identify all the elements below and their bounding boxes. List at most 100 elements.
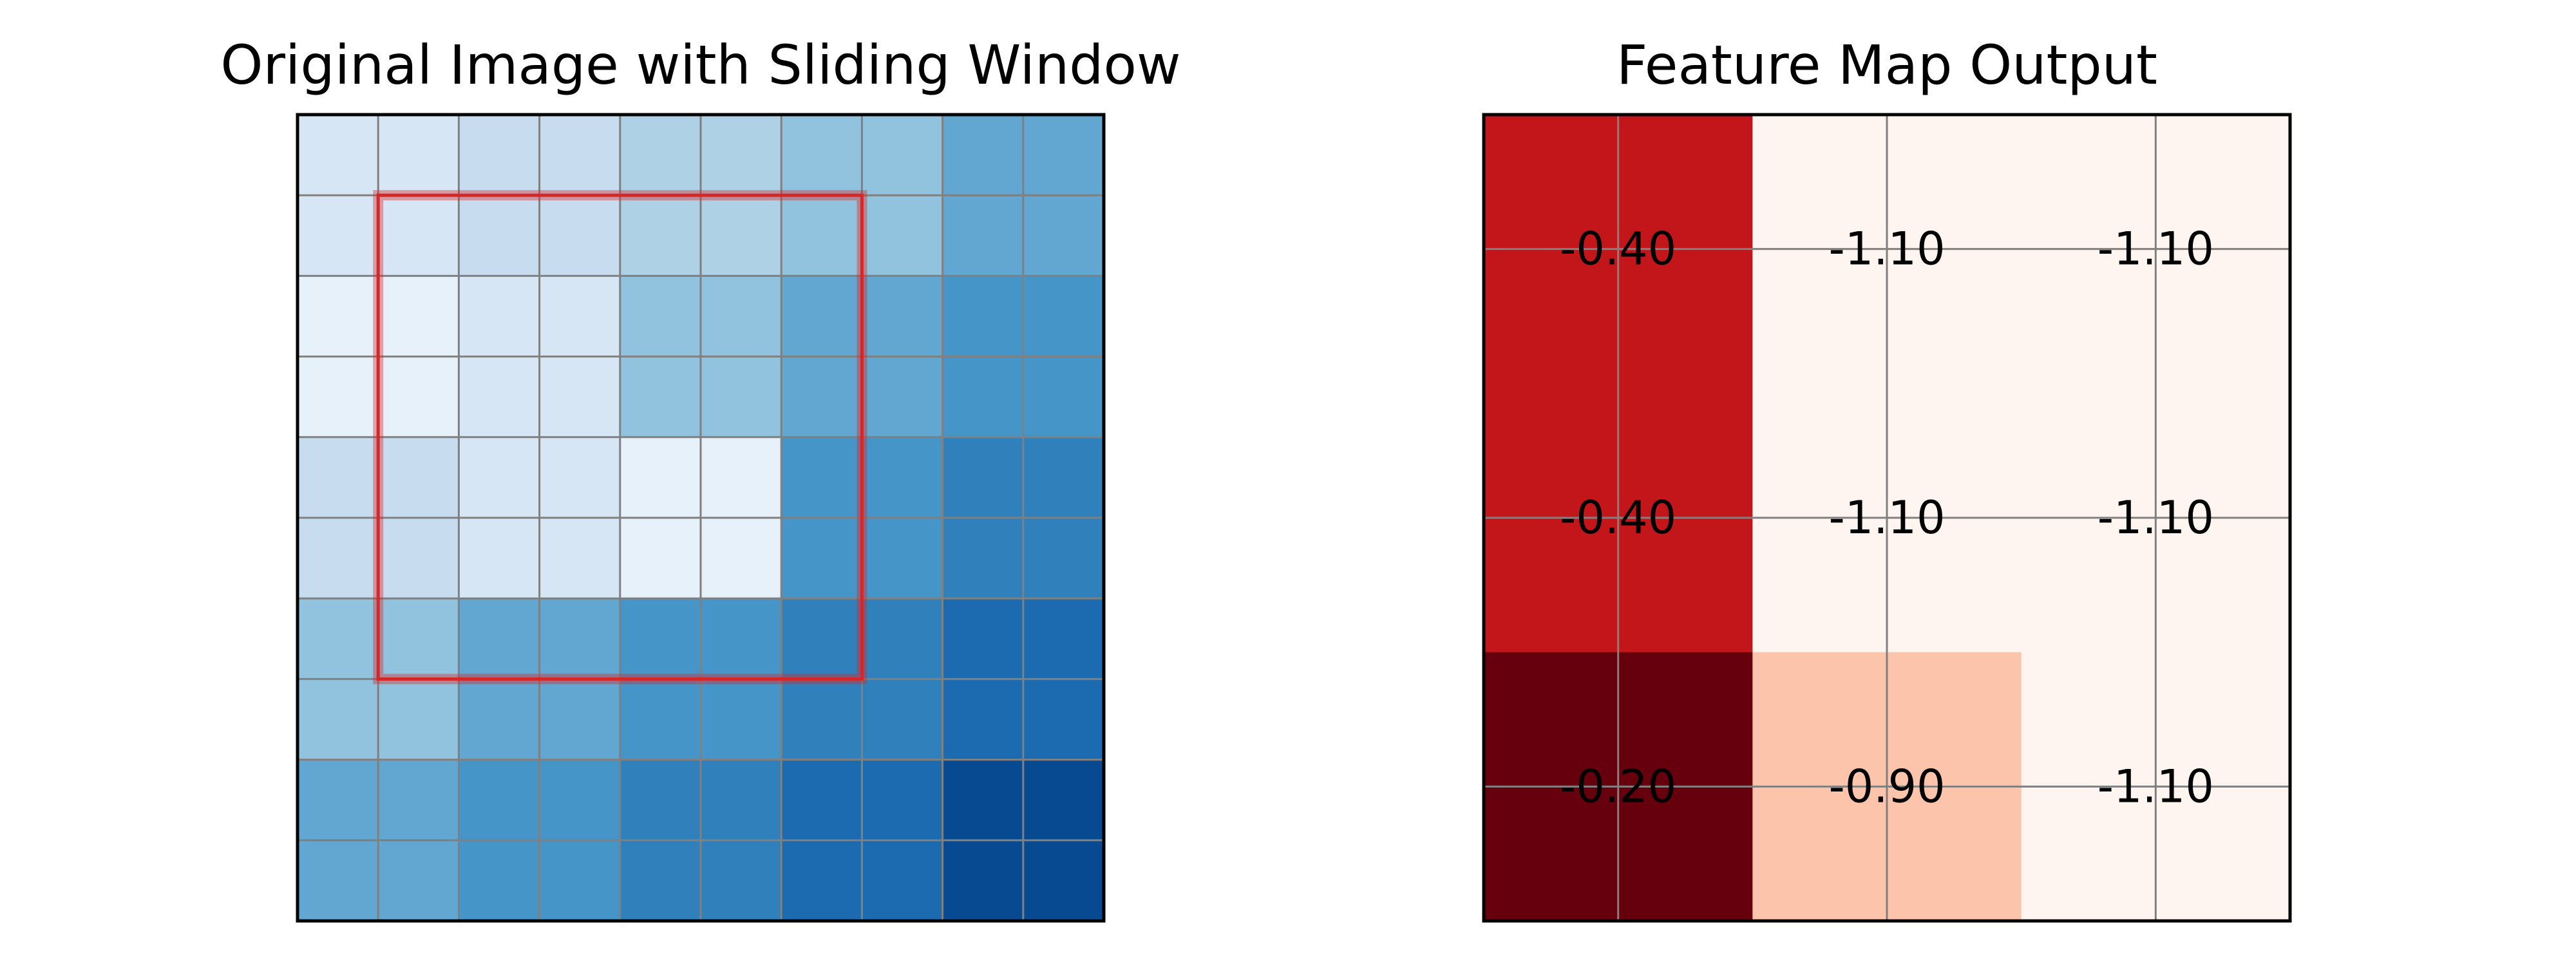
pixel-cell-r5-c4 <box>620 518 701 599</box>
pixel-cell-r1-c2 <box>459 195 540 276</box>
pixel-cell-r2-c9 <box>1023 276 1104 357</box>
pixel-cell-r1-c9 <box>1023 195 1104 276</box>
pixel-cell-r1-c8 <box>942 195 1024 276</box>
pixel-cell-r3-c8 <box>942 356 1024 438</box>
pixel-cell-r1-c3 <box>539 195 621 276</box>
pixel-cell-r6-c2 <box>459 598 540 679</box>
pixel-cell-r4-c5 <box>701 437 782 518</box>
pixel-cell-r6-c8 <box>942 598 1024 679</box>
pixel-cell-r9-c0 <box>298 840 379 922</box>
pixel-cell-r4-c2 <box>459 437 540 518</box>
pixel-cell-r7-c7 <box>862 679 943 761</box>
pixel-cell-r6-c5 <box>701 598 782 679</box>
pixel-cell-r6-c3 <box>539 598 621 679</box>
pixel-cell-r5-c3 <box>539 518 621 599</box>
pixel-cell-r7-c5 <box>701 679 782 761</box>
pixel-cell-r8-c0 <box>298 759 379 841</box>
sliding-window-box <box>376 193 864 681</box>
feature-map-frame <box>1482 113 2292 923</box>
pixel-cell-r0-c8 <box>942 115 1024 196</box>
original-image-title: Original Image with Sliding Window <box>220 33 1180 97</box>
feature-value-label: -1.10 <box>2098 223 2214 276</box>
pixel-cell-r3-c6 <box>781 356 862 438</box>
pixel-cell-r3-c9 <box>1023 356 1104 438</box>
pixel-cell-r8-c4 <box>620 759 701 841</box>
pixel-cell-r1-c5 <box>701 195 782 276</box>
pixel-cell-r8-c2 <box>459 759 540 841</box>
feature-value-label: -0.90 <box>1828 760 1945 813</box>
pixel-cell-r1-c1 <box>378 195 459 276</box>
pixel-cell-r9-c5 <box>701 840 782 922</box>
pixel-cell-r6-c0 <box>298 598 379 679</box>
pixel-cell-r7-c3 <box>539 679 621 761</box>
pixel-cell-r7-c4 <box>620 679 701 761</box>
pixel-cell-r4-c7 <box>862 437 943 518</box>
pixel-cell-r1-c7 <box>862 195 943 276</box>
pixel-cell-r5-c2 <box>459 518 540 599</box>
pixel-cell-r3-c7 <box>862 356 943 438</box>
pixel-cell-r1-c4 <box>620 195 701 276</box>
original-image-panel: Original Image with Sliding Window <box>220 33 1181 923</box>
feature-value-label: -1.10 <box>1828 491 1945 544</box>
pixel-cell-r0-c5 <box>701 115 782 196</box>
pixel-cell-r4-c3 <box>539 437 621 518</box>
pixel-cell-r9-c8 <box>942 840 1024 922</box>
pixel-cell-r5-c7 <box>862 518 943 599</box>
pixel-cell-r0-c9 <box>1023 115 1104 196</box>
pixel-cell-r8-c6 <box>781 759 862 841</box>
pixel-cell-r5-c9 <box>1023 518 1104 599</box>
pixel-cell-r0-c1 <box>378 115 459 196</box>
pixel-cell-r0-c3 <box>539 115 621 196</box>
feature-value-label: -0.20 <box>1560 760 1676 813</box>
pixel-cell-r7-c1 <box>378 679 459 761</box>
pixel-cell-r1-c0 <box>298 195 379 276</box>
pixel-cell-r3-c1 <box>378 356 459 438</box>
feature-value-label: -0.40 <box>1560 491 1676 544</box>
pixel-cell-r0-c0 <box>298 115 379 196</box>
pixel-cell-r3-c3 <box>539 356 621 438</box>
pixel-cell-r0-c7 <box>862 115 943 196</box>
pixel-cell-r7-c9 <box>1023 679 1104 761</box>
pixel-cell-r5-c1 <box>378 518 459 599</box>
pixel-cell-r2-c2 <box>459 276 540 357</box>
pixel-cell-r6-c4 <box>620 598 701 679</box>
pixel-cell-r7-c0 <box>298 679 379 761</box>
pixel-cell-r9-c6 <box>781 840 862 922</box>
pixel-cell-r6-c1 <box>378 598 459 679</box>
feature-map-labels: -0.40 -1.10 -1.10 -0.40 -1.10 -1.10 -0.20 -0.90… <box>1560 223 2214 813</box>
pixel-cell-r6-c6 <box>781 598 862 679</box>
pixel-cell-r5-c6 <box>781 518 862 599</box>
feature-value-label: -1.10 <box>2098 760 2214 813</box>
pixel-cell-r5-c8 <box>942 518 1024 599</box>
pixel-cell-r0-c2 <box>459 115 540 196</box>
pixel-cell-r3-c2 <box>459 356 540 438</box>
pixel-cell-r9-c3 <box>539 840 621 922</box>
pixel-cell-r7-c2 <box>459 679 540 761</box>
pixel-cell-r9-c2 <box>459 840 540 922</box>
pixel-cell-r4-c9 <box>1023 437 1104 518</box>
pixel-cell-r7-c6 <box>781 679 862 761</box>
feature-map-title: Feature Map Output <box>1616 33 2157 97</box>
feature-map-panel: Feature Map Output -0.40 -1.10 -1.10-0.40-… <box>1482 33 2292 923</box>
pixel-cell-r8-c9 <box>1023 759 1104 841</box>
pixel-cell-r4-c1 <box>378 437 459 518</box>
feature-value-label: -1.10 <box>2098 491 2214 544</box>
sliding-window <box>373 190 867 685</box>
pixel-cell-r8-c5 <box>701 759 782 841</box>
pixel-cell-r9-c1 <box>378 840 459 922</box>
pixel-cell-r0-c4 <box>620 115 701 196</box>
pixel-cell-r2-c8 <box>942 276 1024 357</box>
pixel-cell-r2-c3 <box>539 276 621 357</box>
pixel-cell-r8-c7 <box>862 759 943 841</box>
pixel-cell-r7-c8 <box>942 679 1024 761</box>
pixel-cell-r2-c5 <box>701 276 782 357</box>
pixel-cell-r6-c7 <box>862 598 943 679</box>
pixel-cell-r2-c0 <box>298 276 379 357</box>
pixel-cell-r6-c9 <box>1023 598 1104 679</box>
pixel-cell-r1-c6 <box>781 195 862 276</box>
pixel-cell-r3-c5 <box>701 356 782 438</box>
feature-value-label: -1.10 <box>1828 223 1945 276</box>
pixel-cell-r4-c4 <box>620 437 701 518</box>
pixel-cell-r0-c6 <box>781 115 862 196</box>
